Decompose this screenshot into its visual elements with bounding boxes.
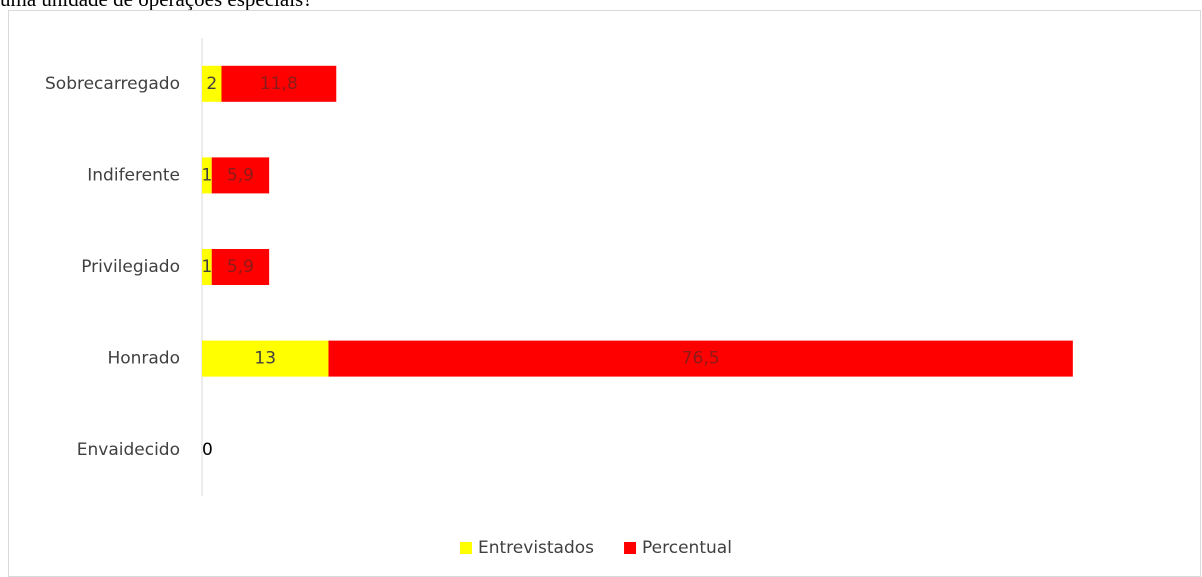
bar-segment — [211, 157, 270, 194]
data-label: 5,9 — [227, 165, 254, 185]
y-tick-label: Envaidecido — [77, 440, 180, 460]
data-label: 1 — [201, 165, 212, 185]
y-tick-label: Honrado — [107, 349, 180, 369]
data-label: 76,5 — [682, 349, 720, 369]
data-label: 0 — [202, 440, 213, 460]
bar-segment — [202, 157, 212, 194]
data-label: 1 — [201, 257, 212, 277]
legend-label: Entrevistados — [478, 538, 594, 558]
legend-swatch — [460, 542, 472, 554]
y-tick-label: Sobrecarregado — [45, 74, 180, 94]
caption: uma unidade de operações especiais? — [0, 0, 313, 11]
bar-segment — [211, 249, 270, 285]
legend-label: Percentual — [642, 538, 732, 558]
data-label: 2 — [206, 74, 217, 94]
data-label: 13 — [254, 349, 276, 369]
y-tick-label: Privilegiado — [81, 257, 180, 277]
y-tick-label: Indiferente — [87, 165, 180, 185]
legend-swatch — [624, 542, 637, 554]
bar-segment — [328, 340, 1073, 377]
data-label: 5,9 — [227, 257, 254, 277]
bar-segment — [202, 249, 212, 285]
bar-segment — [202, 65, 222, 102]
bar-segment — [221, 65, 337, 102]
bar-segment — [202, 340, 329, 377]
chart-frame — [8, 10, 1201, 577]
data-label: 11,8 — [260, 74, 298, 94]
